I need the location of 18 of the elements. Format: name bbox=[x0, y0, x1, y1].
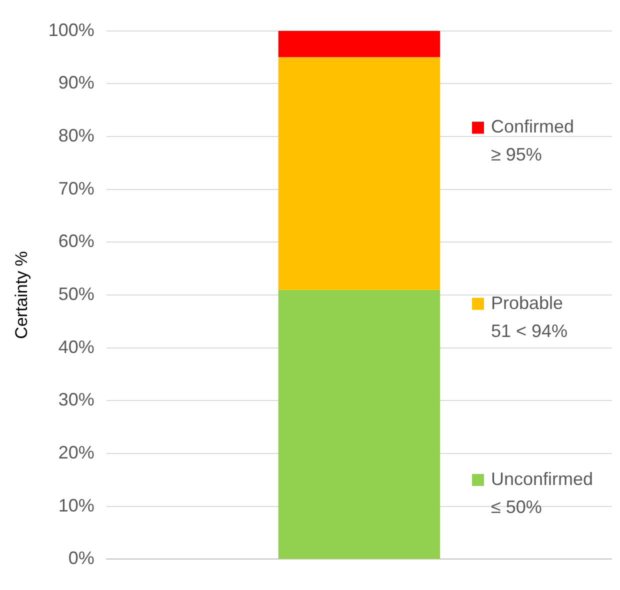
y-tick-label: 70% bbox=[58, 178, 94, 198]
bar bbox=[278, 57, 440, 290]
y-tick-label: 40% bbox=[58, 336, 94, 357]
bar bbox=[278, 290, 440, 559]
y-tick-label: 100% bbox=[48, 20, 94, 40]
y-tick-label: 20% bbox=[58, 442, 94, 462]
legend-label: Unconfirmed ≤ 50% bbox=[491, 468, 594, 517]
y-tick-label: 50% bbox=[58, 284, 94, 304]
y-tick-label: 0% bbox=[68, 548, 94, 568]
legend-label: Probable 51 < 94% bbox=[491, 292, 568, 341]
y-axis-title: Certainty % bbox=[12, 251, 31, 339]
bar bbox=[278, 30, 440, 58]
y-tick-label: 10% bbox=[58, 495, 94, 516]
y-tick-label: 30% bbox=[58, 390, 94, 410]
y-tick-label: 90% bbox=[58, 72, 94, 93]
y-tick-label: 80% bbox=[58, 125, 94, 146]
legend-label: Confirmed ≥ 95% bbox=[491, 116, 574, 165]
y-tick-label: 60% bbox=[58, 231, 94, 252]
